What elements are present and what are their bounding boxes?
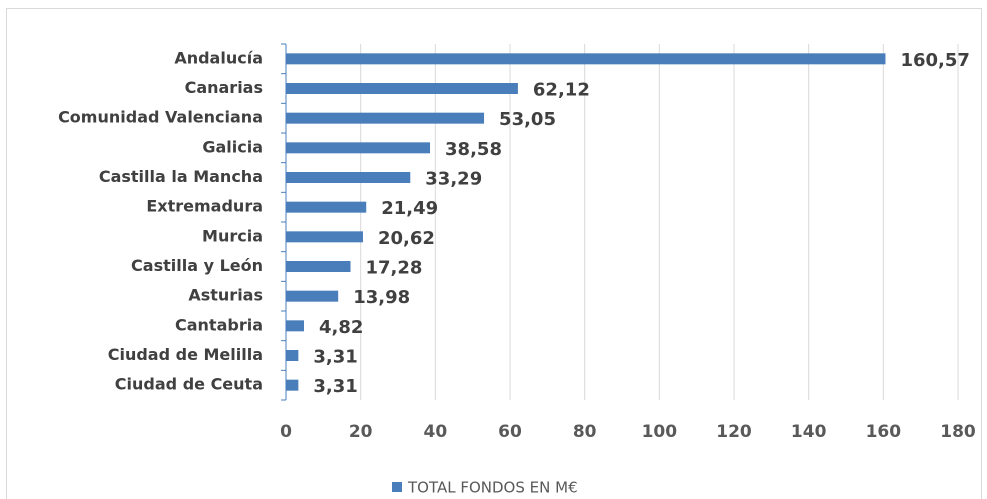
y-tick-label: Castilla la Mancha [99, 167, 263, 186]
y-tick-label: Ciudad de Melilla [108, 345, 263, 364]
y-tick-label: Canarias [185, 78, 263, 97]
value-label: 20,62 [378, 228, 435, 249]
x-tick-label: 80 [573, 422, 597, 442]
bar [286, 290, 339, 302]
value-label: 21,49 [381, 198, 438, 219]
bar [286, 350, 299, 361]
y-tick-label: Andalucía [174, 48, 263, 67]
y-tick-label: Asturias [188, 286, 263, 305]
legend-label: TOTAL FONDOS EN M€ [407, 479, 578, 497]
bar [286, 172, 411, 183]
value-label: 53,05 [499, 109, 556, 130]
x-tick-label: 40 [423, 422, 447, 442]
value-label: 17,28 [366, 258, 423, 279]
bar [286, 201, 367, 213]
y-tick-label: Comunidad Valenciana [58, 108, 263, 127]
value-label: 3,31 [313, 376, 357, 397]
y-tick-label: Extremadura [146, 197, 263, 216]
bar [286, 261, 351, 272]
x-tick-label: 140 [791, 422, 827, 442]
bar [286, 231, 363, 243]
bar [286, 53, 886, 65]
x-tick-label: 0 [280, 422, 292, 442]
x-tick-label: 180 [940, 422, 976, 442]
value-label: 33,29 [425, 169, 482, 190]
value-label: 13,98 [353, 287, 410, 308]
value-label: 160,57 [900, 50, 969, 71]
legend-swatch [392, 482, 402, 492]
value-label: 3,31 [313, 347, 357, 368]
bar [286, 379, 299, 391]
x-tick-label: 100 [642, 422, 678, 442]
x-tick-label: 120 [716, 422, 752, 442]
bar [286, 83, 518, 94]
y-tick-label: Galicia [202, 137, 263, 156]
value-label: 62,12 [533, 80, 590, 101]
y-tick-label: Murcia [202, 226, 263, 245]
y-tick-label: Cantabria [175, 315, 263, 334]
bar [286, 320, 304, 332]
x-tick-label: 60 [498, 422, 522, 442]
y-tick-label: Ciudad de Ceuta [115, 375, 263, 394]
x-tick-label: 20 [349, 422, 373, 442]
value-label: 38,58 [445, 139, 502, 160]
y-tick-label: Castilla y León [131, 256, 263, 275]
x-tick-label: 160 [866, 422, 902, 442]
value-label: 4,82 [319, 317, 363, 338]
bar [286, 112, 485, 124]
chart-border [6, 8, 982, 499]
bar [286, 142, 431, 154]
